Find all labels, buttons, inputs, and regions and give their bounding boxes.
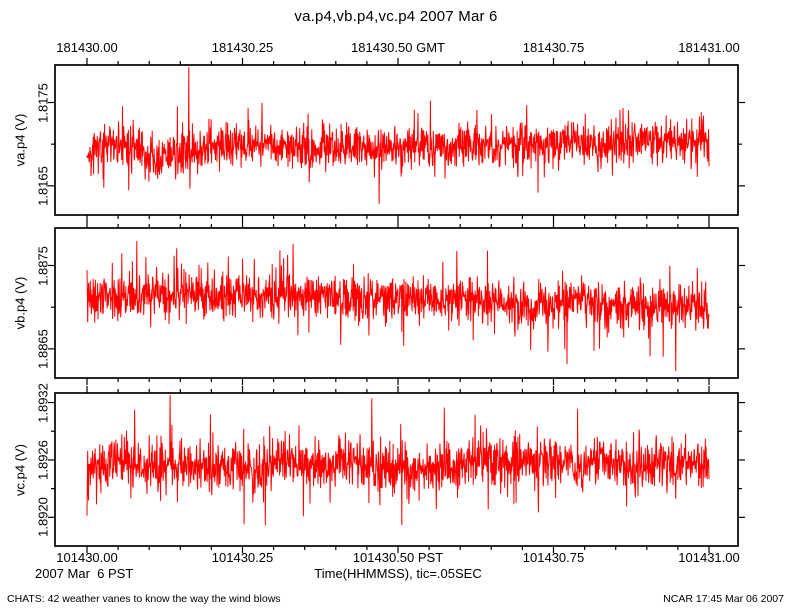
panel-va.p4 (48, 58, 745, 222)
y-tick-label-va.p4: 1.8165 (35, 165, 51, 206)
y-tick-label-vb.p4: 1.8865 (35, 328, 51, 369)
x-axis-title: Time(HHMMSS), tic=.05SEC (314, 566, 482, 581)
top-axis-tick-label: 181430.75 (522, 40, 585, 55)
chart-title: va.p4,vb.p4,vc.p4 2007 Mar 6 (294, 8, 498, 25)
panel-frame (54, 227, 739, 379)
y-axis-title-va.p4: va.p4 (V) (12, 113, 28, 167)
y-tick-label-va.p4: 1.8175 (35, 82, 51, 123)
top-axis-tick-label: 181431.00 (678, 40, 740, 55)
y-tick-label-vb.p4: 1.8875 (35, 245, 51, 286)
y-tick-label-vc.p4: 1.8920 (35, 497, 51, 538)
signal-trace-vc.p4 (86, 394, 710, 526)
bottom-axis-tick-label: 101430.00 (56, 550, 118, 565)
top-axis-tick-label: 181430.50 GMT (351, 40, 445, 55)
top-axis-tick-label: 181430.25 (211, 40, 274, 55)
bottom-axis-tick-label: 101430.50 PST (352, 550, 444, 565)
bottom-axis-tick-label: 101430.75 (522, 550, 585, 565)
signal-trace-va.p4 (86, 66, 710, 204)
panel-vc.p4 (48, 386, 745, 553)
panel-vb.p4 (48, 221, 745, 385)
signal-trace-vb.p4 (86, 241, 710, 372)
footer-project-label: CHATS: 42 weather vanes to know the way … (7, 593, 281, 605)
footer-timestamp-label: NCAR 17:45 Mar 06 2007 (663, 593, 784, 605)
panel-frame (54, 64, 739, 216)
bottom-axis-tick-label: 101430.25 (211, 550, 274, 565)
bottom-axis-tick-label: 101431.00 (678, 550, 740, 565)
y-axis-title-vc.p4: vc.p4 (V) (12, 443, 28, 496)
bottom-date-label: 2007 Mar 6 PST (35, 566, 134, 581)
y-tick-label-vc.p4: 1.8932 (35, 382, 51, 423)
panel-frame (54, 392, 739, 547)
y-axis-title-vb.p4: vb.p4 (V) (12, 276, 28, 330)
y-tick-label-vc.p4: 1.8926 (35, 440, 51, 480)
top-axis-tick-label: 181430.00 (56, 40, 118, 55)
